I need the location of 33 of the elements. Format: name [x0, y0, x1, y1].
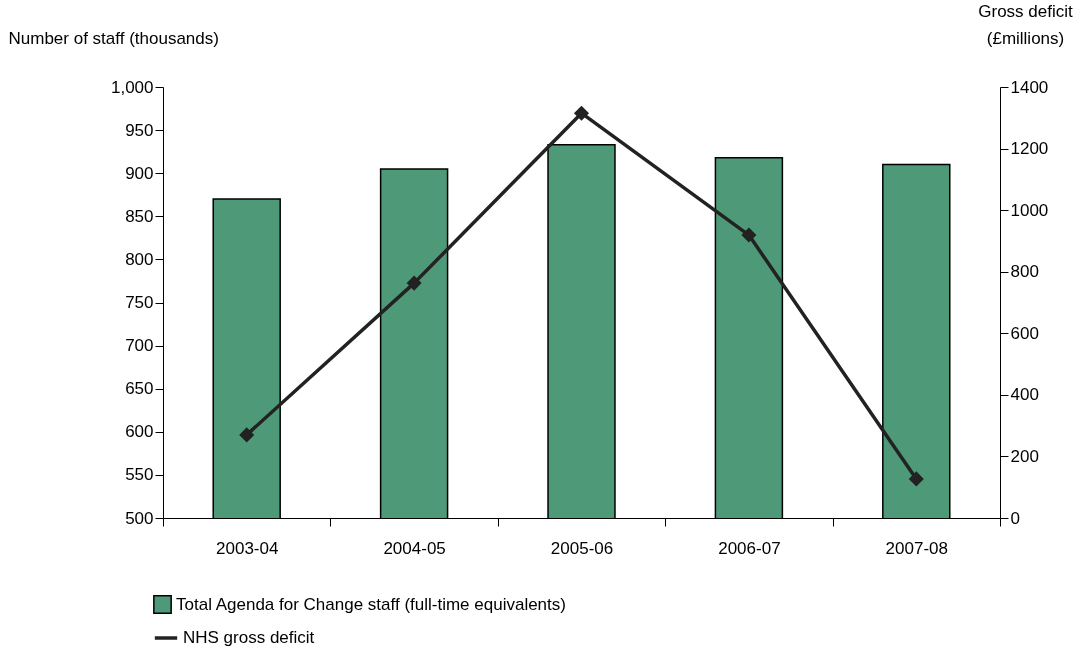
point — [406, 275, 422, 291]
y-tick-label: 800 — [125, 249, 154, 269]
y-tick-label: 700 — [125, 336, 154, 356]
y2-tick-label: 600 — [1010, 323, 1039, 343]
y-tick-label: 1,000 — [110, 77, 154, 97]
x-tick-label: 2003-04 — [216, 538, 279, 558]
y2-tick-label: 200 — [1010, 446, 1039, 466]
legend-label: NHS gross deficit — [183, 628, 315, 647]
y2-tick-label: 1000 — [1010, 200, 1049, 220]
x-tick-label: 2006-07 — [718, 538, 781, 558]
y-tick-label: 750 — [125, 293, 154, 312]
y-tick-label: 650 — [125, 379, 154, 399]
y-tick-label: 600 — [125, 422, 154, 442]
x-tick-label: 2004-05 — [383, 538, 446, 558]
legend-label: Total Agenda for Change staff (full-time equivalents) — [176, 594, 566, 614]
y2-axis-title: Gross deficit (£millions) — [978, 1, 1074, 48]
point — [239, 427, 254, 442]
x-tick-label: 2007-08 — [885, 538, 948, 558]
x-tick-label: 2005-06 — [550, 538, 614, 558]
y2-tick-label: 400 — [1010, 385, 1039, 405]
point — [574, 106, 589, 121]
y-axis-title: Number of staff (thousands) — [8, 28, 219, 48]
y2-tick-label: 1400 — [1010, 77, 1049, 97]
y-tick-label: 900 — [125, 163, 154, 183]
y2-tick-label: 0 — [1010, 508, 1020, 528]
y-tick-label: 850 — [125, 206, 154, 226]
y2-tick-label: 800 — [1010, 262, 1039, 282]
y-tick-label: 550 — [125, 465, 154, 485]
point — [741, 227, 757, 243]
point — [909, 471, 924, 487]
y-tick-label: 950 — [125, 120, 154, 140]
y-tick-label: 500 — [125, 508, 154, 528]
y2-tick-label: 1200 — [1010, 139, 1049, 159]
